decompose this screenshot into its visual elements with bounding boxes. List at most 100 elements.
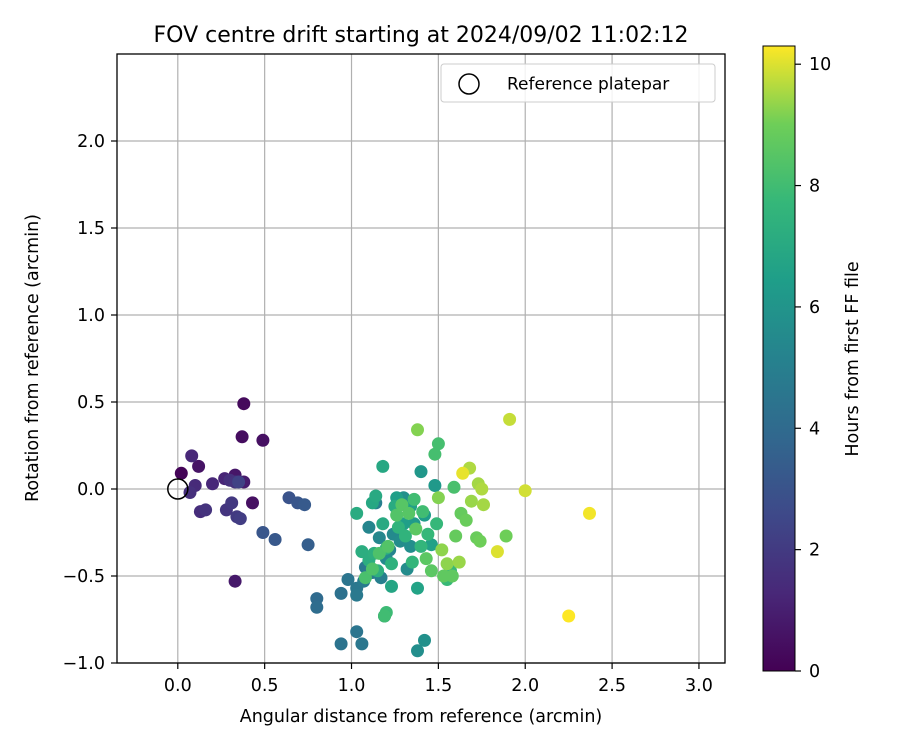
data-point [268,533,282,546]
y-tick-label: 1.0 [77,306,105,326]
data-point [459,513,473,527]
x-tick-label: 2.0 [511,676,539,696]
y-axis-ticks: −1.0 −0.5 0.0 0.5 1.0 1.5 2.0 [63,132,117,674]
y-axis-label: Rotation from reference (arcmin) [23,214,43,502]
data-point [378,609,391,623]
y-tick-label: 0.0 [77,480,105,500]
data-point [473,534,487,548]
data-point [355,545,369,559]
data-point [298,498,312,512]
plot-frame [116,53,726,664]
colorbar-tick-label: 10 [809,55,831,75]
data-point [464,494,478,508]
colorbar-gradient [762,45,796,672]
data-point [192,459,206,473]
reference-point [167,478,189,500]
data-point [411,423,424,437]
data-point [233,512,247,526]
legend-box [440,63,716,103]
data-point [407,492,421,506]
data-point [419,552,433,566]
legend-reference-marker [458,73,480,95]
data-point [225,496,239,510]
data-point [405,555,419,569]
data-point [583,506,596,520]
data-point [206,477,219,491]
data-point [445,569,459,583]
data-point [424,564,438,578]
x-tick-label: 1.5 [424,676,452,696]
data-point [199,503,213,517]
colorbar-tick-label: 8 [809,177,820,197]
data-point [431,437,445,451]
data-point [355,637,369,651]
data-points [174,397,596,658]
colorbar-label: Hours from first FF file [843,261,863,456]
x-tick-label: 0.5 [251,676,279,696]
data-point [404,539,418,553]
data-point [456,466,470,480]
data-point [185,449,199,463]
data-point [301,538,315,552]
data-point [428,447,442,461]
data-point [385,557,398,571]
data-point [256,433,270,447]
data-point [418,633,431,647]
legend-reference-label: Reference platepar [507,75,669,95]
legend: Reference platepar [440,63,716,103]
data-point [475,482,489,496]
data-point [430,517,444,531]
colorbar-tick-label: 0 [809,662,820,682]
data-point [499,529,513,543]
data-point [341,573,355,586]
y-tick-label: 1.5 [77,219,105,239]
data-point [232,475,246,489]
data-point [518,484,532,498]
data-point [350,588,364,602]
data-point [372,531,386,545]
x-axis-label: Angular distance from reference (arcmin) [240,707,603,727]
data-point [447,480,461,494]
grid [117,54,725,664]
data-point [414,465,428,479]
data-point [477,498,490,512]
colorbar-tick-label: 4 [809,419,820,439]
data-point [376,459,390,473]
data-point [372,546,386,560]
colorbar-tick-label: 2 [809,541,820,561]
colorbar: 0 2 4 6 8 10 Hours from first FF file [762,45,863,682]
data-point [411,581,424,595]
data-point [237,397,251,411]
data-point [414,539,428,553]
data-point [235,430,249,444]
data-point [449,529,463,543]
y-tick-label: −1.0 [63,654,106,674]
data-point [421,527,435,541]
data-point [409,522,423,536]
data-point [503,412,517,426]
data-point [381,539,395,553]
data-point [246,496,259,510]
data-point [350,625,364,639]
x-tick-label: 1.0 [338,676,366,696]
x-axis-ticks: 0.0 0.5 1.0 1.5 2.0 2.5 3.0 [164,663,713,696]
data-point [411,644,424,658]
data-point [452,555,466,569]
data-point [490,545,504,559]
data-point [390,508,404,522]
data-point [391,520,405,534]
data-point [435,543,449,557]
reference-layer [167,478,189,500]
data-point [365,562,379,576]
data-point [440,557,454,571]
x-tick-label: 2.5 [598,676,626,696]
data-point [424,538,438,552]
data-point [428,479,442,492]
data-point [385,579,398,593]
data-point [416,505,430,519]
data-point [431,491,445,505]
data-point [562,609,576,623]
chart-title: FOV centre drift starting at 2024/09/02 … [154,23,689,48]
